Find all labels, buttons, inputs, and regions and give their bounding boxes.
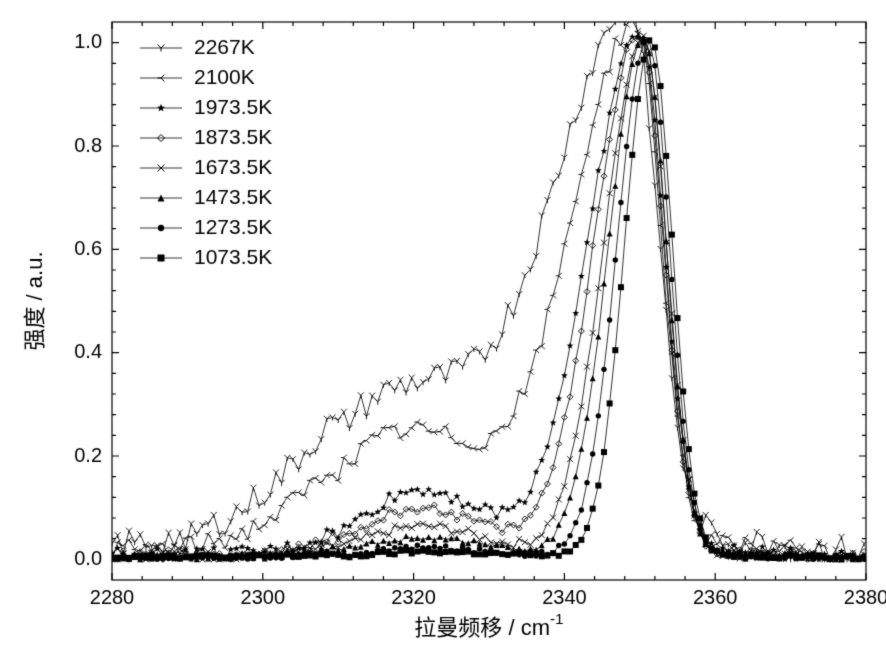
raman-spectrum-chart <box>0 0 886 658</box>
chart-canvas <box>0 0 886 658</box>
